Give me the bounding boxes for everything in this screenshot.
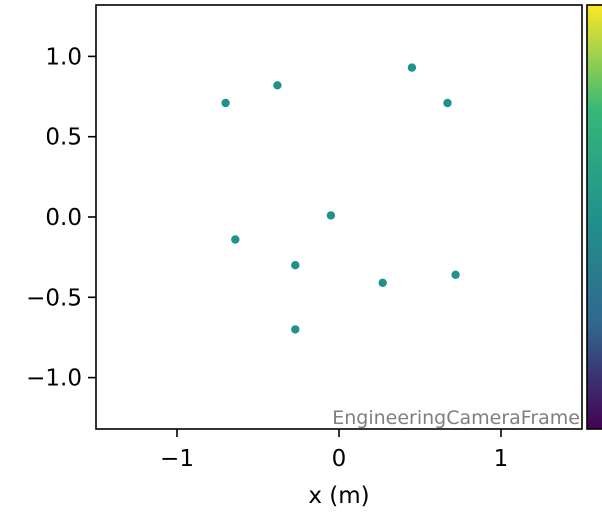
data-point xyxy=(443,98,452,108)
data-points xyxy=(221,63,460,334)
x-axis-ticks: −1 0 1 xyxy=(160,429,508,472)
x-tick-label: −1 xyxy=(160,446,194,472)
data-point xyxy=(378,278,387,287)
data-point xyxy=(451,270,460,279)
data-point xyxy=(291,325,300,334)
frame-annotation: EngineeringCameraFrame xyxy=(332,407,580,429)
y-tick-label: −0.5 xyxy=(26,285,82,311)
plot-frame xyxy=(95,4,583,430)
data-point xyxy=(221,98,230,108)
data-point xyxy=(291,261,300,270)
data-point xyxy=(231,235,240,244)
data-point xyxy=(326,211,336,220)
y-tick-label: −1.0 xyxy=(26,366,82,392)
colorbar xyxy=(586,4,602,430)
y-tick-label: 0.5 xyxy=(45,125,82,151)
x-tick-label: 1 xyxy=(494,446,509,472)
y-axis-ticks: 1.0 0.5 0.0 −0.5 −1.0 xyxy=(26,44,96,392)
data-point xyxy=(273,81,282,90)
x-axis-label: x (m) xyxy=(308,483,369,509)
y-tick-label: 1.0 xyxy=(45,44,82,70)
x-tick-label: 0 xyxy=(332,446,347,472)
y-tick-label: 0.0 xyxy=(45,205,82,231)
data-point xyxy=(407,63,417,72)
